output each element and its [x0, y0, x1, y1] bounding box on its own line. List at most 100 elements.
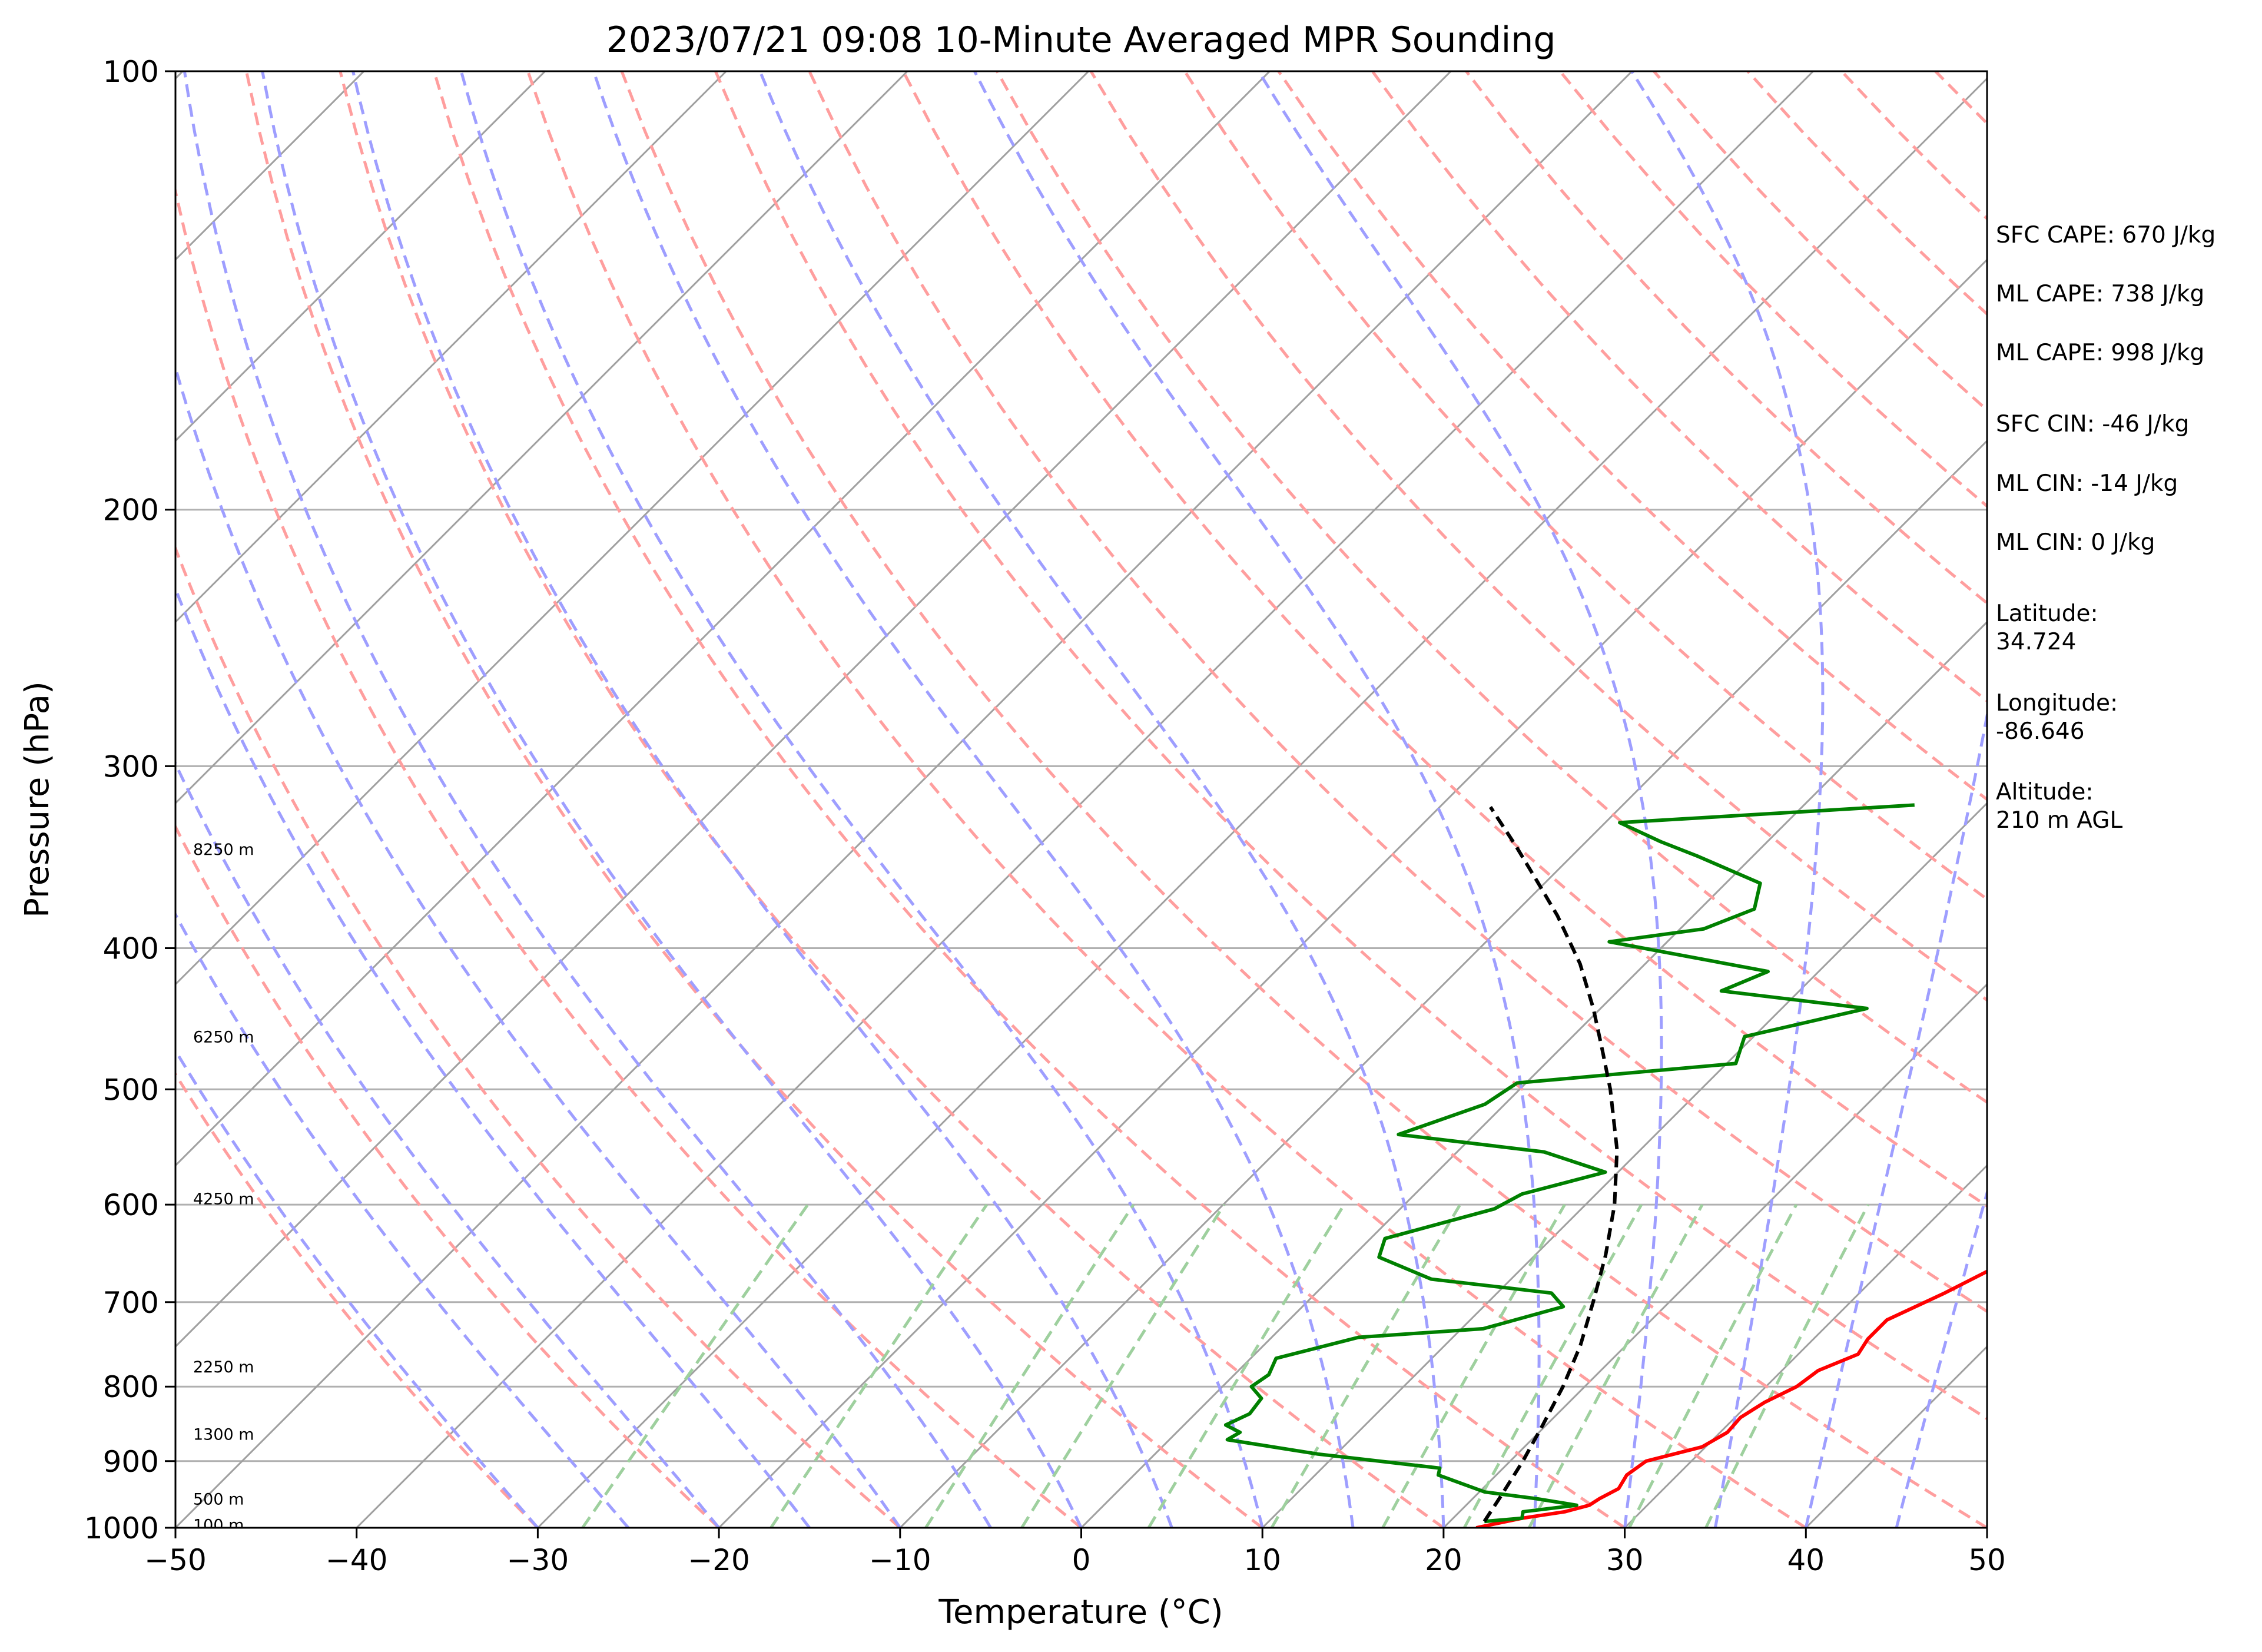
isotherm-line: [175, 71, 908, 805]
mixing-ratio-line: [1628, 1203, 1798, 1528]
moist-adiabat-line: [973, 71, 1541, 1528]
isotherm-line: [175, 71, 546, 442]
y-tick-label: 800: [103, 1370, 159, 1404]
moist-adiabat-line: [175, 1047, 539, 1528]
x-tick-label: 40: [1787, 1543, 1825, 1577]
annotation-sfc-cin: SFC CIN: -46 J/kg: [1996, 411, 2189, 437]
dry-adiabat-line: [175, 544, 901, 1528]
dewpoint-line: [1223, 803, 1915, 1524]
x-tick-label: 50: [1968, 1543, 2006, 1577]
isotherm-line: [1080, 621, 1987, 1528]
dry-adiabat-line: [1089, 71, 1987, 1002]
height-label: 8250 m: [193, 841, 254, 859]
isotherm-line: [1624, 1164, 1987, 1528]
annotation-ml-cin: ML CIN: -14 J/kg: [1996, 470, 2178, 497]
moist-adiabat-line: [175, 585, 811, 1528]
isotherm-line: [175, 71, 1271, 1167]
x-tick-label: −10: [869, 1543, 931, 1577]
moist-adiabat-line: [1895, 1187, 1987, 1528]
moist-adiabat-line: [183, 71, 992, 1528]
dry-adiabat-line: [175, 185, 1083, 1528]
height-label: 4250 m: [193, 1190, 254, 1208]
x-tick-label: −50: [144, 1543, 207, 1577]
isotherm-line: [356, 71, 1814, 1528]
moist-adiabat-line: [175, 911, 630, 1528]
height-labels: 100 m 500 m 1300 m 2250 m 4250 m 6250 m 8250 m: [193, 841, 254, 1528]
isotherm-lines: [175, 71, 1987, 1528]
moist-adiabat-line: [592, 71, 1355, 1528]
temperature-line: [1475, 1269, 1987, 1528]
altitude-label: Altitude:: [1996, 779, 2094, 805]
mixing-ratio-line: [1527, 1203, 1704, 1528]
isotherm-line: [175, 71, 727, 623]
height-label: 6250 m: [193, 1029, 254, 1047]
y-tick-label: 700: [103, 1286, 159, 1320]
latitude-label: Latitude:: [1996, 601, 2098, 627]
isotherm-line: [1262, 802, 1987, 1528]
y-tick-label: 900: [103, 1445, 159, 1479]
annotation-ml-cin-2: ML CIN: 0 J/kg: [1996, 529, 2155, 556]
mixing-ratio-line: [1270, 1203, 1462, 1528]
y-tick-label: 100: [103, 55, 159, 89]
isotherm-line: [718, 258, 1987, 1528]
dry-adiabat-line: [339, 71, 1445, 1528]
parcel-line: [1482, 806, 1619, 1522]
x-tick-label: 20: [1425, 1543, 1462, 1577]
annotation-ml-cape-2: ML CAPE: 998 J/kg: [1996, 340, 2204, 366]
moist-adiabat-line: [175, 362, 901, 1528]
mixing-ratio-line: [1147, 1203, 1346, 1528]
mixing-ratio-line: [1462, 1203, 1643, 1528]
moist-adiabat-line: [175, 760, 721, 1528]
moist-adiabat-line: [1257, 71, 1663, 1528]
chart-title: 2023/07/21 09:08 10-Minute Averaged MPR …: [606, 19, 1556, 61]
y-tick-label: 1000: [84, 1511, 159, 1545]
moist-adiabat-line: [758, 71, 1445, 1528]
y-tick-label: 200: [103, 493, 159, 528]
y-tick-label: 500: [103, 1073, 159, 1107]
y-axis-label: Pressure (hPa): [18, 681, 57, 918]
mixing-ratio-line: [924, 1203, 1135, 1528]
dry-adiabat-line: [175, 824, 720, 1528]
longitude-label: Longitude:: [1996, 690, 2118, 716]
dry-adiabat-line: [245, 71, 1263, 1528]
isotherm-line: [175, 71, 1452, 1348]
mixing-ratio-line: [1704, 1203, 1870, 1528]
info-panel: SFC CAPE: 670 J/kg ML CAPE: 738 J/kg ML …: [1996, 222, 2215, 834]
isotherm-line: [1442, 983, 1987, 1528]
annotation-ml-cape: ML CAPE: 738 J/kg: [1996, 281, 2204, 307]
x-tick-label: 0: [1072, 1543, 1091, 1577]
moist-adiabat-lines: [175, 71, 1987, 1528]
mixing-ratio-line: [1020, 1203, 1226, 1528]
x-axis-ticks: −50 −40 −30 −20 −10 0 10 20 30 40 50: [144, 1528, 2006, 1577]
height-label: 2250 m: [193, 1358, 254, 1376]
dry-adiabat-line: [1371, 71, 1987, 703]
dry-adiabat-line: [996, 71, 1987, 1104]
y-tick-label: 300: [103, 749, 159, 784]
mixing-ratio-line: [770, 1203, 989, 1528]
sounding-series: [1223, 803, 1987, 1528]
dry-adiabat-line: [714, 71, 1987, 1421]
height-label: 1300 m: [193, 1425, 254, 1444]
dry-adiabat-line: [620, 71, 1987, 1528]
isotherm-line: [175, 71, 1089, 986]
x-tick-label: 30: [1606, 1543, 1644, 1577]
y-tick-label: 400: [103, 931, 159, 966]
y-axis-ticks: 1000 900 800 700 600 500 400 300 200 100: [84, 55, 175, 1545]
annotation-sfc-cape: SFC CAPE: 670 J/kg: [1996, 222, 2215, 248]
mixing-ratio-line: [581, 1203, 810, 1528]
dry-adiabat-line: [901, 71, 1987, 1208]
isotherm-line: [537, 77, 1987, 1528]
isotherm-line: [175, 71, 1633, 1528]
moist-adiabat-line: [459, 71, 1264, 1528]
longitude-value: -86.646: [1996, 718, 2085, 745]
dry-adiabat-line: [526, 71, 1807, 1528]
altitude-value: 210 m AGL: [1996, 807, 2122, 834]
x-tick-label: −30: [507, 1543, 569, 1577]
latitude-value: 34.724: [1996, 629, 2076, 655]
dry-adiabat-line: [1277, 71, 1987, 802]
isotherm-line: [899, 439, 1987, 1528]
x-axis-label: Temperature (°C): [938, 1593, 1223, 1631]
x-tick-label: −40: [326, 1543, 388, 1577]
height-label: 500 m: [193, 1491, 244, 1509]
